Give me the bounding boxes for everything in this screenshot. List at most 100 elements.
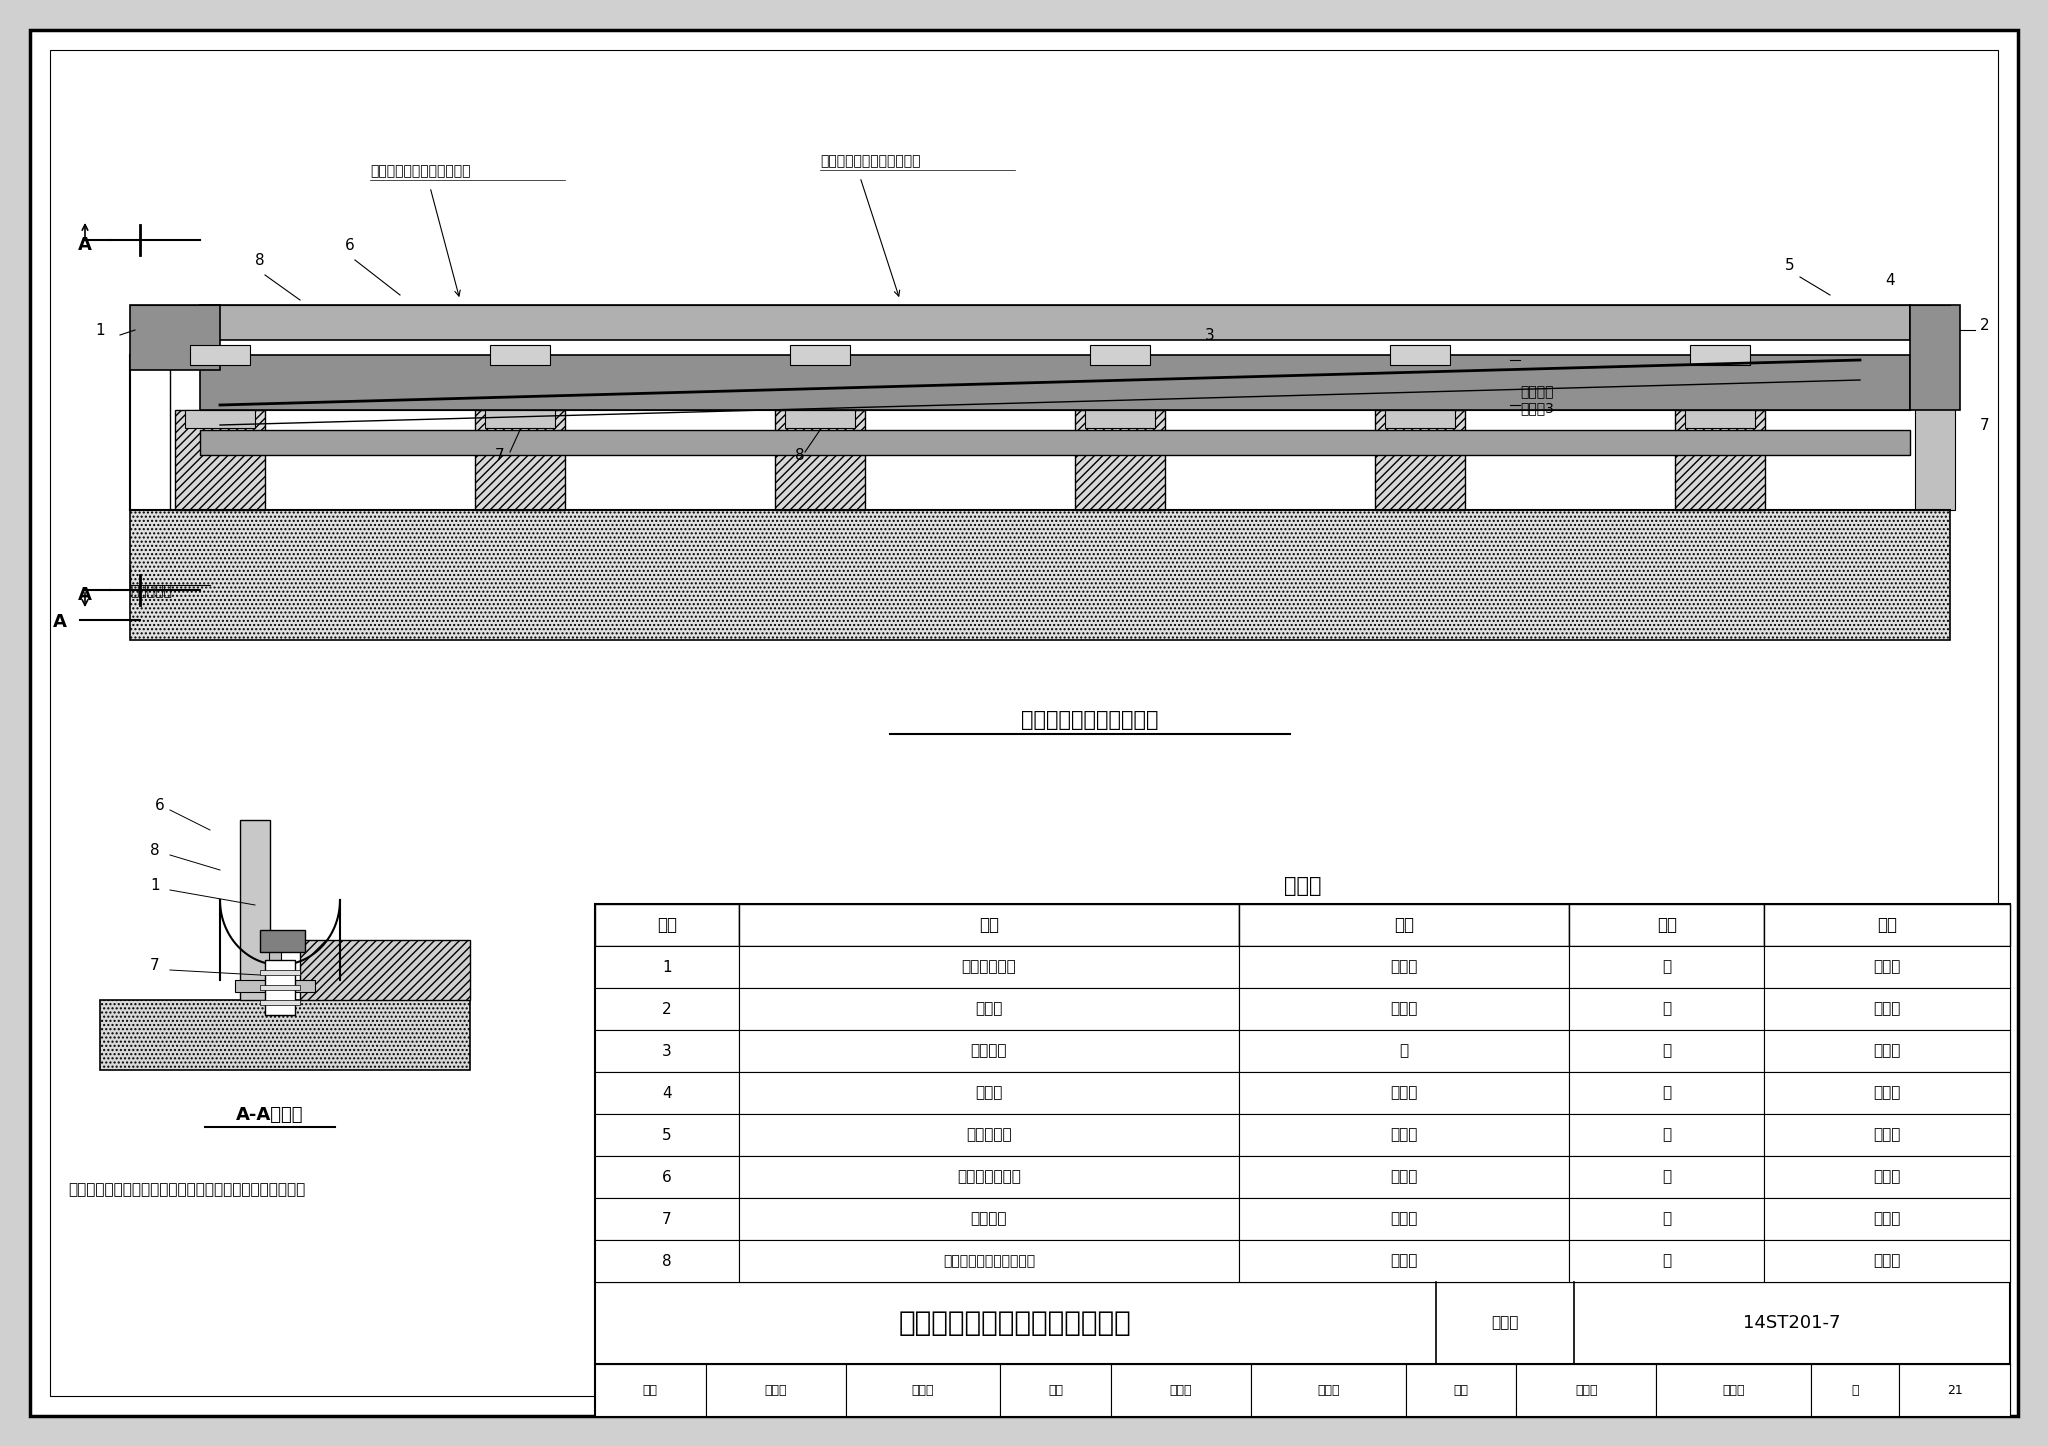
Text: 7: 7 — [496, 448, 504, 463]
Text: 相对高差
不大于3: 相对高差 不大于3 — [1520, 385, 1554, 415]
Bar — [1763, 1241, 2009, 1283]
Text: 中间接头: 中间接头 — [971, 1044, 1008, 1058]
Text: 端部弯头防护罩独立支撑: 端部弯头防护罩独立支撑 — [942, 1254, 1034, 1268]
Text: 玻璃钢: 玻璃钢 — [1391, 1170, 1417, 1184]
Bar — [739, 946, 1239, 988]
Bar — [475, 411, 565, 510]
Bar — [240, 820, 270, 1001]
Bar — [1239, 946, 1569, 988]
Text: 设计给定值: 设计给定值 — [129, 584, 172, 599]
Bar — [184, 411, 256, 428]
Text: 图集号: 图集号 — [1491, 1316, 1520, 1330]
Text: 按设计: 按设计 — [1874, 1086, 1901, 1100]
Bar — [1810, 1364, 1898, 1416]
Bar — [100, 1001, 469, 1070]
Text: 套: 套 — [1663, 1212, 1671, 1226]
Bar — [1898, 1364, 2009, 1416]
Bar — [264, 960, 295, 1015]
Bar — [811, 411, 829, 419]
Text: 按设计: 按设计 — [1874, 1002, 1901, 1017]
Bar — [1763, 1113, 2009, 1155]
Text: 校对: 校对 — [1049, 1384, 1063, 1397]
Text: 注：安装中不允许用锤击或顶压等冲击性外力使零件就位。: 注：安装中不允许用锤击或顶压等冲击性外力使零件就位。 — [68, 1183, 305, 1197]
Bar — [1374, 411, 1464, 510]
Text: 玻璃钢: 玻璃钢 — [1391, 1254, 1417, 1268]
Text: 14ST201-7: 14ST201-7 — [1743, 1314, 1841, 1332]
Text: 设计: 设计 — [1454, 1384, 1468, 1397]
Text: 7: 7 — [662, 1212, 672, 1226]
Bar — [1090, 346, 1151, 364]
Bar — [1239, 1197, 1569, 1241]
Text: 按设计: 按设计 — [1874, 1212, 1901, 1226]
Bar — [1516, 1364, 1657, 1416]
Text: 页: 页 — [1851, 1384, 1860, 1397]
Bar — [1405, 1364, 1516, 1416]
Text: 按设计: 按设计 — [1874, 1170, 1901, 1184]
Text: 5: 5 — [1786, 257, 1794, 273]
Text: 6: 6 — [662, 1170, 672, 1184]
Text: 蔡红刚: 蔡红刚 — [1317, 1384, 1339, 1397]
Bar — [596, 1364, 707, 1416]
Bar — [201, 429, 1911, 455]
Text: 预留伸缩范围符合设计要求: 预留伸缩范围符合设计要求 — [819, 155, 920, 168]
Text: 数量: 数量 — [1878, 915, 1896, 934]
Bar — [739, 988, 1239, 1030]
Text: 8: 8 — [256, 253, 264, 268]
Bar — [596, 1197, 739, 1241]
Text: 绝缘支撑: 绝缘支撑 — [971, 1212, 1008, 1226]
Text: 套: 套 — [1663, 1128, 1671, 1142]
Text: 1: 1 — [94, 322, 104, 338]
Bar — [1391, 346, 1450, 364]
Bar — [1239, 1071, 1569, 1113]
Bar — [1763, 1071, 2009, 1113]
Text: 预留伸缩范围符合设计要求: 预留伸缩范围符合设计要求 — [371, 163, 471, 178]
Bar — [1763, 1030, 2009, 1071]
Bar — [299, 940, 469, 1001]
Text: 21: 21 — [1948, 1384, 1962, 1397]
Bar — [1763, 988, 2009, 1030]
Bar — [596, 1113, 739, 1155]
Bar — [489, 346, 551, 364]
Bar — [1239, 1241, 1569, 1283]
Bar — [1911, 305, 1960, 411]
Bar — [1915, 305, 1956, 510]
Bar — [174, 411, 264, 510]
Text: 8: 8 — [795, 448, 805, 463]
Text: 材料表: 材料表 — [1284, 876, 1321, 897]
Bar — [260, 985, 299, 991]
Bar — [129, 510, 1950, 641]
Text: 1: 1 — [662, 960, 672, 975]
Text: 套: 套 — [1663, 960, 1671, 975]
Bar — [1763, 946, 2009, 988]
Bar — [1710, 411, 1729, 419]
Bar — [485, 411, 555, 428]
Text: 按设计: 按设计 — [1874, 1044, 1901, 1058]
Bar — [1690, 346, 1749, 364]
Bar — [1675, 411, 1765, 510]
Bar — [1763, 904, 2009, 946]
Text: 套: 套 — [1663, 1002, 1671, 1017]
Bar — [268, 940, 281, 1015]
Text: 2: 2 — [662, 1002, 672, 1017]
Bar — [1239, 988, 1569, 1030]
Text: 高速端部弯头: 高速端部弯头 — [963, 960, 1016, 975]
Text: 4: 4 — [662, 1086, 672, 1100]
Bar — [707, 1364, 846, 1416]
Bar — [1239, 1155, 1569, 1197]
Text: 钢、铝: 钢、铝 — [1391, 960, 1417, 975]
Text: 蔡志刚: 蔡志刚 — [1169, 1384, 1192, 1397]
Text: A: A — [78, 236, 92, 254]
Bar — [1110, 411, 1128, 419]
Text: 单位: 单位 — [1657, 915, 1677, 934]
Text: 铝: 铝 — [1399, 1044, 1409, 1058]
Bar — [1686, 411, 1755, 428]
Bar — [1569, 946, 1763, 988]
Text: 接触轨: 接触轨 — [975, 1002, 1004, 1017]
Bar — [1763, 1155, 2009, 1197]
Text: 钢、铝: 钢、铝 — [1391, 1002, 1417, 1017]
Text: 杜双双: 杜双双 — [1722, 1384, 1745, 1397]
Bar — [260, 1001, 299, 1005]
Bar — [596, 1283, 2009, 1416]
Bar — [1075, 411, 1165, 510]
Bar — [211, 411, 229, 419]
